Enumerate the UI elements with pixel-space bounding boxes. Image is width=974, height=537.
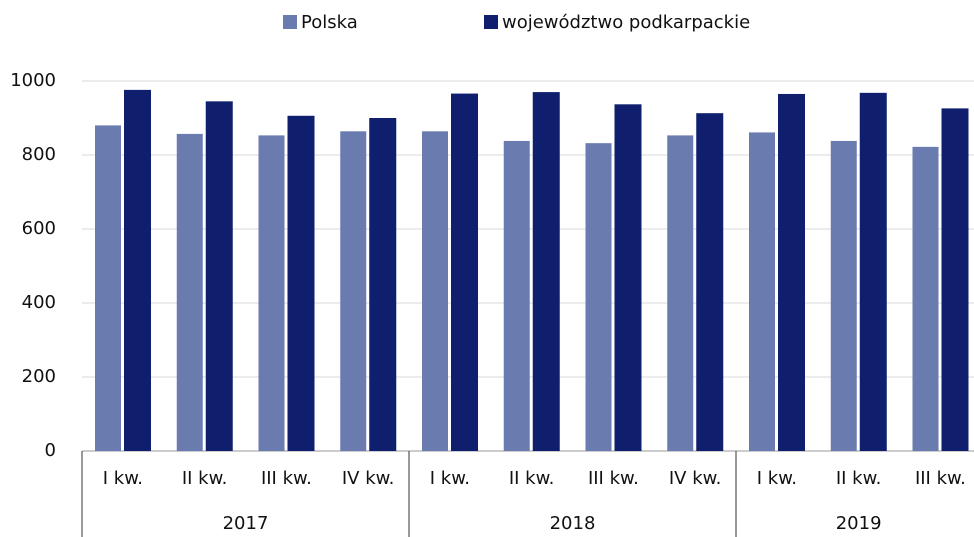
bar: [176, 133, 203, 451]
x-tick-label: III kw.: [261, 468, 312, 489]
x-tick-label: II kw.: [509, 468, 555, 489]
group-label: 2018: [550, 513, 596, 534]
x-tick-label: I kw.: [430, 468, 470, 489]
bar: [859, 92, 887, 451]
y-tick-label: 400: [22, 292, 56, 313]
legend-swatch: [484, 15, 498, 29]
bar: [696, 113, 724, 451]
x-tick-label: III kw.: [915, 468, 966, 489]
bar: [205, 101, 233, 451]
x-tick-label: II kw.: [182, 468, 228, 489]
legend-swatch: [283, 15, 297, 29]
y-tick-label: 1000: [10, 70, 56, 91]
x-tick-label: I kw.: [757, 468, 797, 489]
x-tick-label: III kw.: [588, 468, 639, 489]
bar: [749, 132, 775, 451]
bar: [451, 93, 478, 451]
bar: [532, 92, 560, 451]
group-label: 2019: [836, 513, 882, 534]
bar: [830, 140, 857, 451]
y-tick-label: 200: [22, 366, 56, 387]
bar: [614, 104, 642, 451]
y-tick-label: 600: [22, 218, 56, 239]
bar: [585, 143, 612, 451]
y-tick-label: 800: [22, 144, 56, 165]
x-tick-label: I kw.: [103, 468, 143, 489]
bar: [95, 125, 121, 452]
y-tick-label: 0: [45, 440, 56, 461]
legend-label: Polska: [301, 12, 358, 33]
bar: [287, 115, 315, 451]
bar: [422, 131, 448, 451]
bar: [124, 89, 151, 451]
bar: [941, 108, 969, 451]
x-tick-label: IV kw.: [669, 468, 722, 489]
bar: [912, 146, 939, 452]
group-label: 2017: [223, 513, 269, 534]
bar: [258, 135, 285, 451]
x-tick-label: II kw.: [836, 468, 882, 489]
bar: [340, 131, 367, 451]
x-tick-label: IV kw.: [342, 468, 395, 489]
bar: [667, 135, 694, 451]
bar: [503, 140, 530, 451]
bar: [369, 118, 397, 451]
legend-label: województwo podkarpackie: [502, 12, 750, 33]
bar: [778, 93, 805, 451]
